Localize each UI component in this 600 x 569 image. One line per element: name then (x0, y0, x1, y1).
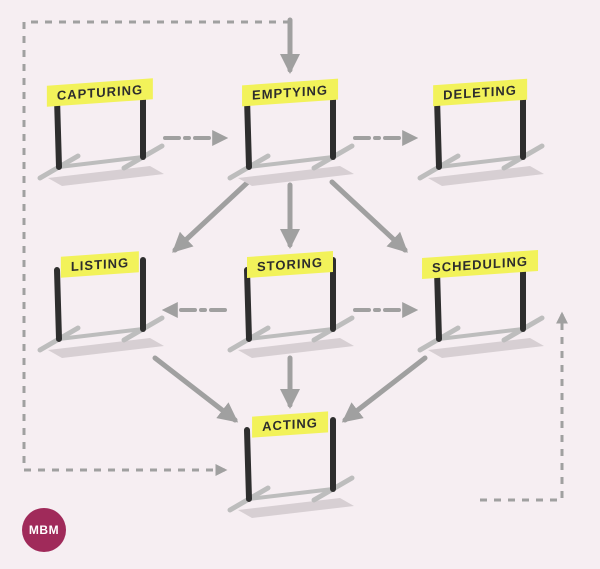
node-deleting: DELETING (410, 78, 550, 188)
node-emptying: EMPTYING (220, 78, 360, 188)
node-storing: STORING (220, 250, 360, 360)
diagram-canvas: CAPTURING EMPTYING DELETING LISTING STORING S… (0, 0, 600, 569)
node-capturing: CAPTURING (30, 78, 170, 188)
node-acting: ACTING (220, 410, 360, 520)
edge-emptying-scheduling (332, 182, 405, 250)
edge-emptying-listing (175, 182, 248, 250)
node-listing: LISTING (30, 250, 170, 360)
node-scheduling: SCHEDULING (410, 250, 550, 360)
